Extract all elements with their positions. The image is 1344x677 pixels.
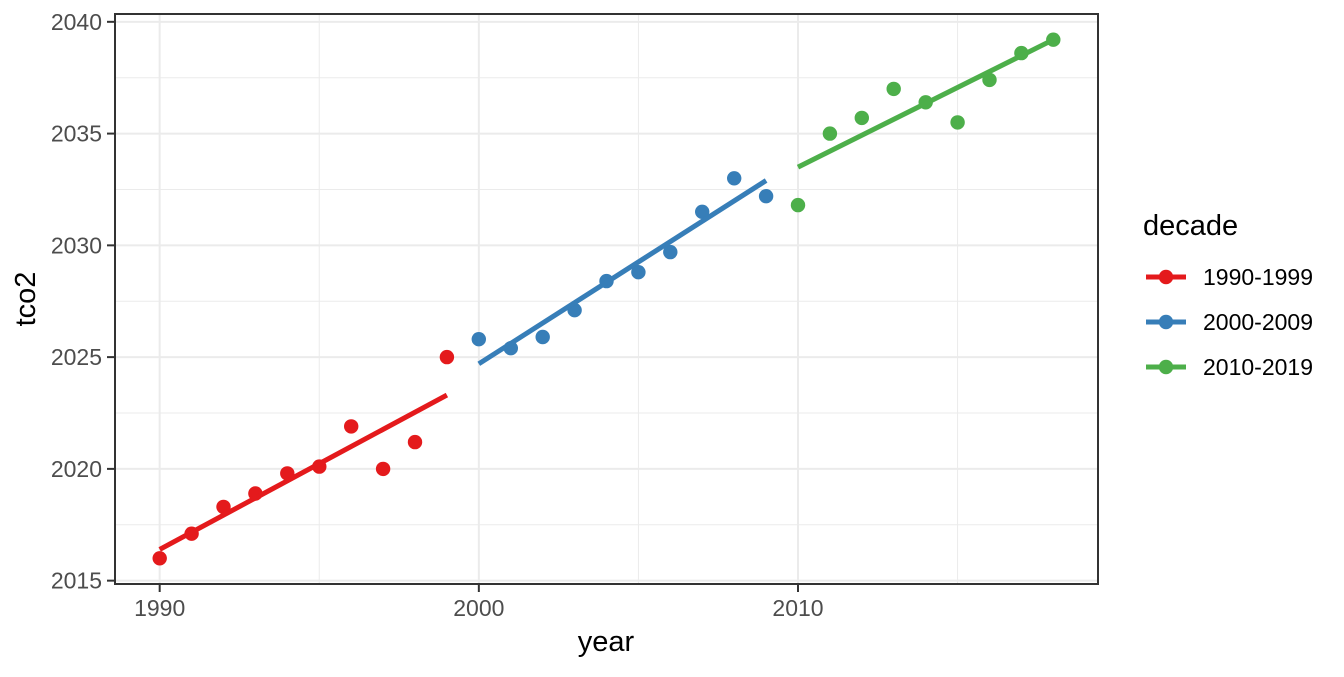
x-axis-title: year bbox=[578, 626, 635, 658]
data-point bbox=[822, 126, 838, 141]
legend-title: decade bbox=[1143, 210, 1238, 242]
data-point bbox=[471, 332, 486, 347]
legend-item: 1990-1999 bbox=[1146, 264, 1313, 290]
y-tick-label: 2030 bbox=[51, 232, 102, 258]
legend-item: 2000-2009 bbox=[1146, 309, 1313, 335]
trend-line bbox=[796, 37, 1055, 170]
data-point bbox=[663, 244, 678, 260]
trend-line bbox=[158, 392, 449, 552]
data-point bbox=[375, 461, 391, 477]
data-point bbox=[439, 349, 455, 365]
legend: decade 1990-1999 2000-2009 2010-2019 bbox=[1143, 210, 1313, 380]
data-point bbox=[344, 419, 359, 434]
legend-key-point bbox=[1158, 314, 1174, 330]
x-tick-label: 2000 bbox=[453, 595, 504, 621]
legend-label: 2010-2019 bbox=[1203, 354, 1313, 380]
x-tick-label: 1990 bbox=[134, 595, 185, 621]
y-tick-label: 2040 bbox=[51, 9, 102, 35]
legend-label: 1990-1999 bbox=[1203, 264, 1313, 290]
data-point bbox=[886, 81, 901, 97]
legend-key-point bbox=[1158, 269, 1174, 285]
data-point bbox=[758, 189, 774, 204]
gridlines bbox=[115, 14, 1098, 584]
data-point bbox=[152, 551, 167, 566]
trend-line bbox=[477, 178, 768, 366]
y-tick-label: 2025 bbox=[51, 344, 102, 370]
legend-label: 2000-2009 bbox=[1203, 309, 1313, 335]
y-tick-label: 2035 bbox=[51, 121, 102, 147]
legend-items: 1990-1999 2000-2009 2010-2019 bbox=[1146, 264, 1313, 380]
axes: 1990 2000 2010 2015 2020 2025 2030 2035 2040 bbox=[51, 9, 1099, 621]
x-tick-label: 2010 bbox=[772, 595, 823, 621]
data-point bbox=[727, 171, 742, 186]
y-tick-label: 2020 bbox=[51, 456, 102, 482]
series-layer bbox=[152, 32, 1061, 566]
y-tick-label: 2015 bbox=[51, 568, 102, 594]
y-axis-title: tco2 bbox=[10, 272, 42, 327]
data-point bbox=[407, 434, 423, 450]
legend-item: 2010-2019 bbox=[1146, 354, 1313, 380]
data-point bbox=[950, 115, 965, 130]
data-point bbox=[535, 329, 550, 345]
data-point bbox=[982, 72, 997, 88]
panel-border bbox=[114, 13, 1099, 585]
data-point bbox=[631, 265, 646, 280]
panel-background bbox=[115, 14, 1098, 584]
data-point bbox=[695, 204, 710, 219]
data-point bbox=[790, 197, 806, 213]
data-point bbox=[854, 110, 869, 126]
legend-key-point bbox=[1158, 359, 1174, 375]
